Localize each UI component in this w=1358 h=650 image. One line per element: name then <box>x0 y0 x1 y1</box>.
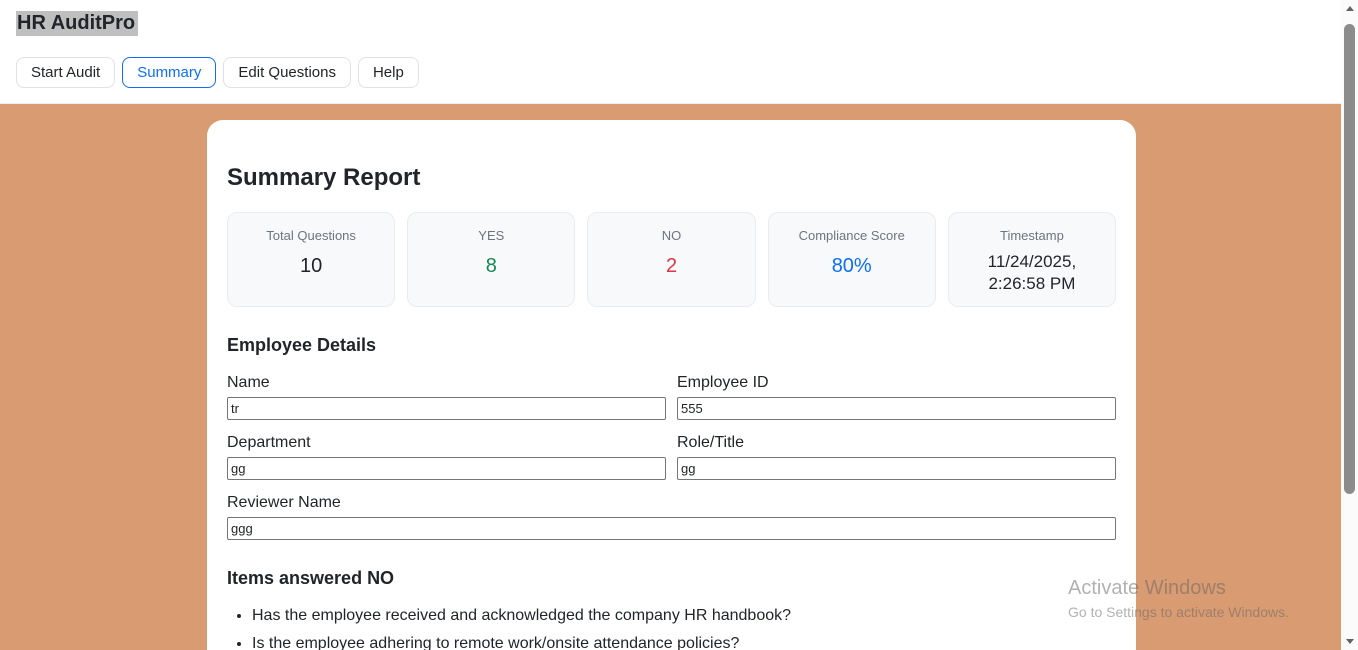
stats-row: Total Questions 10 YES 8 NO 2 Compliance… <box>227 212 1117 307</box>
stat-value: 11/24/2025, 2:26:58 PM <box>987 252 1077 294</box>
stat-value: 2 <box>665 255 678 277</box>
app-title-text: HR AuditPro <box>16 11 139 36</box>
nav-bar: Start Audit Summary Edit Questions Help <box>16 57 419 88</box>
stat-total-questions: Total Questions 10 <box>227 212 396 307</box>
name-input[interactable] <box>227 397 666 420</box>
stat-label: Total Questions <box>266 228 356 243</box>
start-audit-button[interactable]: Start Audit <box>16 57 116 88</box>
page-title: Summary Report <box>227 164 421 191</box>
employee-id-field-group: Employee ID <box>677 374 1116 420</box>
reviewer-name-input[interactable] <box>227 517 1116 540</box>
chevron-up-icon <box>1345 6 1354 11</box>
scrollbar-thumb[interactable] <box>1344 24 1355 494</box>
summary-report-card: Summary Report Total Questions 10 YES 8 … <box>207 120 1136 650</box>
items-answered-no-list: Has the employee received and acknowledg… <box>227 605 1116 650</box>
list-item: Has the employee received and acknowledg… <box>252 605 1116 627</box>
name-label: Name <box>227 374 270 391</box>
summary-button[interactable]: Summary <box>122 57 217 88</box>
stat-value: 8 <box>485 255 497 277</box>
reviewer-name-label: Reviewer Name <box>227 494 341 511</box>
stat-label: YES <box>478 228 505 243</box>
stat-label: Timestamp <box>1000 228 1064 243</box>
reviewer-name-field-group: Reviewer Name <box>227 494 1116 540</box>
employee-id-label: Employee ID <box>677 374 769 391</box>
department-input[interactable] <box>227 457 666 480</box>
app-title: HR AuditPro <box>16 11 139 36</box>
employee-details-heading: Employee Details <box>227 335 377 355</box>
vertical-scrollbar[interactable] <box>1341 0 1358 650</box>
role-title-label: Role/Title <box>677 434 744 451</box>
help-button[interactable]: Help <box>357 57 419 88</box>
employee-id-input[interactable] <box>677 397 1116 420</box>
department-field-group: Department <box>227 434 666 480</box>
employee-details-form: Name Employee ID Department Role/Title R… <box>227 374 1116 540</box>
stat-label: NO <box>661 228 682 243</box>
chevron-down-icon <box>1345 639 1354 644</box>
stat-value: 80% <box>831 255 872 277</box>
stat-yes: YES 8 <box>407 212 576 307</box>
stat-timestamp: Timestamp 11/24/2025, 2:26:58 PM <box>947 212 1117 307</box>
role-title-input[interactable] <box>677 457 1116 480</box>
name-field-group: Name <box>227 374 666 420</box>
scroll-down-button[interactable] <box>1341 633 1358 650</box>
list-item: Is the employee adhering to remote work/… <box>252 633 1116 650</box>
items-answered-no-heading: Items answered NO <box>227 568 395 588</box>
role-title-field-group: Role/Title <box>677 434 1116 480</box>
stat-label: Compliance Score <box>798 228 905 243</box>
main-area: Summary Report Total Questions 10 YES 8 … <box>0 104 1341 650</box>
edit-questions-button[interactable]: Edit Questions <box>223 57 351 88</box>
stat-value: 10 <box>299 255 323 277</box>
app-header: HR AuditPro Start Audit Summary Edit Que… <box>0 0 1341 104</box>
scroll-up-button[interactable] <box>1341 0 1358 17</box>
stat-no: NO 2 <box>587 212 756 307</box>
stat-compliance-score: Compliance Score 80% <box>767 212 936 307</box>
department-label: Department <box>227 434 311 451</box>
